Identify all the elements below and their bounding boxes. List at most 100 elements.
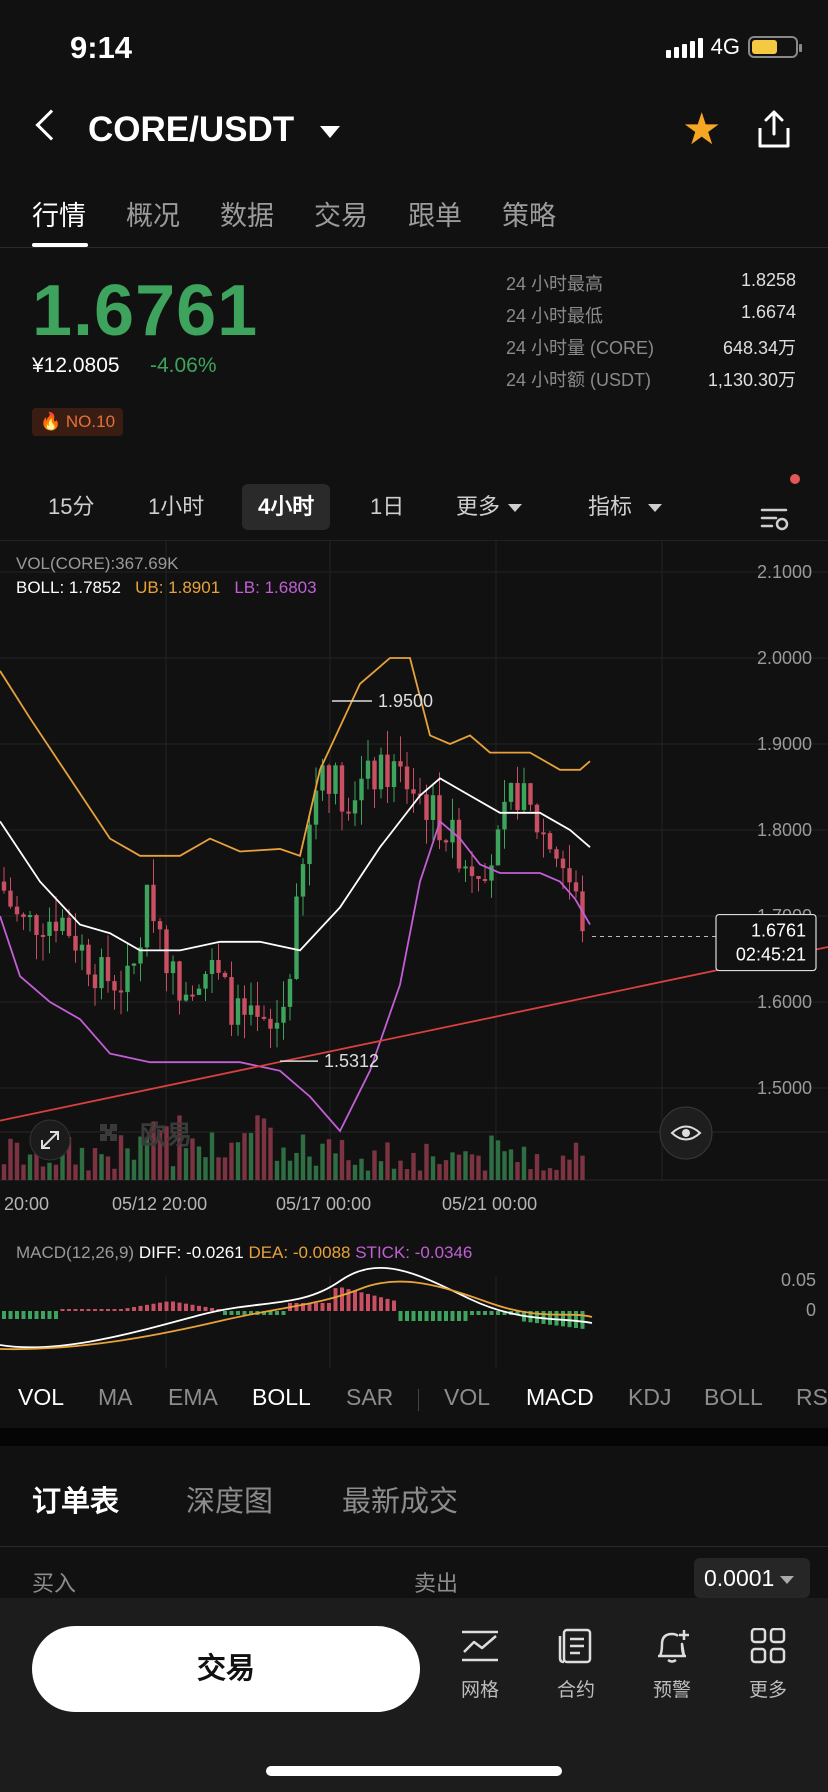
trade-button[interactable]: 交易 (32, 1626, 420, 1712)
candle (281, 1006, 286, 1023)
x-tick-label: 05/21 00:00 (442, 1194, 537, 1214)
indicator-kdj[interactable]: KDJ (628, 1384, 672, 1410)
volume-bar (287, 1160, 293, 1180)
indicator-macd[interactable]: MACD (526, 1384, 594, 1410)
tab-data[interactable]: 数据 (220, 201, 274, 231)
macd-bar (444, 1311, 448, 1321)
candle (411, 789, 416, 794)
candle (183, 994, 189, 1001)
status-time: 9:14 (70, 30, 133, 65)
chart-settings-icon[interactable] (760, 496, 790, 542)
divider (418, 1389, 419, 1411)
volume-bar (27, 1154, 33, 1180)
macd-bar (307, 1303, 312, 1311)
macd-bar (67, 1309, 71, 1311)
macd-bar (125, 1308, 130, 1311)
interval-15m[interactable]: 15分 (48, 494, 95, 519)
indicator-vol[interactable]: VOL (18, 1384, 65, 1410)
precision-select[interactable]: 0.0001 (694, 1558, 810, 1598)
indicator-rsi[interactable]: RSI (796, 1384, 828, 1410)
tab-overview[interactable]: 概况 (126, 201, 180, 231)
interval-4h[interactable]: 4小时 (242, 484, 331, 530)
candle (469, 866, 475, 876)
signal-icon (665, 36, 703, 58)
volume-bar (502, 1151, 507, 1180)
volume-bar (125, 1148, 130, 1180)
volume-bar (255, 1115, 260, 1180)
macd-bar (379, 1297, 383, 1311)
apps-icon (750, 1627, 786, 1664)
candle (515, 782, 520, 811)
contract-button[interactable]: 合约 (536, 1628, 616, 1702)
alert-button[interactable]: 预警 (632, 1628, 712, 1702)
tab-strategy[interactable]: 策略 (502, 201, 556, 231)
candle (21, 914, 26, 918)
macd-bar (463, 1311, 468, 1321)
macd-bar (34, 1311, 39, 1319)
indicator-sub-vol[interactable]: VOL (444, 1384, 491, 1410)
volume-bar (391, 1168, 397, 1180)
stat-volume: 24 小时量 (CORE) 648.34万 (506, 338, 796, 358)
pair-dropdown-icon[interactable] (320, 126, 340, 138)
indicator-sar[interactable]: SAR (346, 1384, 394, 1410)
interval-1d[interactable]: 1日 (370, 494, 405, 519)
share-icon[interactable] (756, 110, 792, 150)
interval-1h[interactable]: 1小时 (148, 494, 205, 519)
candle (372, 760, 377, 790)
favorite-star-icon[interactable]: ★ (682, 105, 722, 154)
chevron-down-icon (648, 504, 663, 513)
volume-bar (21, 1164, 26, 1180)
macd-bar (561, 1311, 565, 1327)
candle (112, 981, 117, 991)
macd-bar (320, 1303, 325, 1311)
indicator-ma[interactable]: MA (98, 1384, 133, 1410)
volume-bar (294, 1152, 299, 1180)
candle (508, 782, 514, 802)
macd-bar (580, 1311, 585, 1329)
back-icon[interactable] (35, 109, 67, 141)
section-separator (0, 1428, 828, 1446)
candle (541, 832, 546, 835)
rank-badge[interactable]: 🔥 NO.10 (32, 408, 124, 436)
volume-bar (476, 1155, 481, 1180)
macd-bar (15, 1311, 19, 1319)
tab-depth[interactable]: 深度图 (186, 1486, 274, 1518)
candle (86, 944, 91, 975)
tab-trade[interactable]: 交易 (314, 201, 368, 231)
tab-market[interactable]: 行情 (32, 201, 86, 231)
volume-bar (131, 1159, 137, 1180)
candle (333, 765, 338, 794)
pair-title[interactable]: CORE/USDT (88, 110, 295, 149)
x-tick-label: 05/12 20:00 (112, 1194, 207, 1214)
indicator-menu[interactable]: 指标 (588, 484, 663, 530)
macd-bar (437, 1311, 442, 1321)
macd-bar (515, 1311, 520, 1315)
candle (261, 1016, 267, 1019)
volume-bar (203, 1157, 208, 1180)
candlestick-chart[interactable]: 2.10002.00001.90001.80001.70001.60001.50… (0, 540, 828, 1370)
indicator-sub-boll[interactable]: BOLL (704, 1384, 763, 1410)
macd-bar (99, 1309, 104, 1311)
macd-bar (359, 1292, 364, 1311)
logo-square (100, 1134, 107, 1141)
grid-button[interactable]: 网格 (440, 1628, 520, 1702)
stat-high: 24 小时最高 1.8258 (506, 270, 796, 294)
tab-copy[interactable]: 跟单 (408, 201, 462, 231)
macd-bar (411, 1311, 416, 1321)
boll-value: BOLL: 1.7852 (16, 578, 121, 597)
volume-bar (313, 1165, 319, 1180)
indicator-ema[interactable]: EMA (168, 1384, 218, 1410)
interval-more[interactable]: 更多 (456, 484, 523, 530)
tab-trades[interactable]: 最新成交 (342, 1486, 459, 1518)
candle (502, 801, 507, 830)
macd-bar (190, 1304, 195, 1311)
macd-bar (164, 1301, 169, 1311)
tab-orderbook[interactable]: 订单表 (32, 1486, 120, 1518)
candle (437, 795, 442, 841)
volume-bar (411, 1152, 416, 1180)
more-button[interactable]: 更多 (728, 1627, 808, 1702)
indicator-boll[interactable]: BOLL (252, 1384, 311, 1410)
volume-bar (482, 1170, 488, 1180)
macd-diff-line (0, 1267, 593, 1349)
volume-bar (489, 1135, 494, 1180)
